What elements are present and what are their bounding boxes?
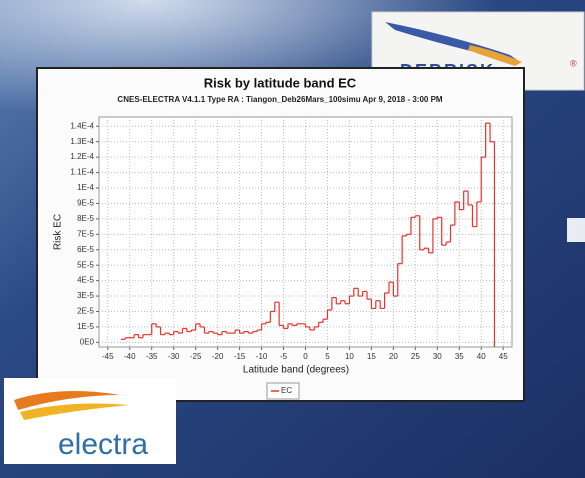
y-tick-label: 7E-5	[77, 229, 94, 238]
x-tick-label: 15	[367, 352, 376, 361]
x-tick-label: 0	[303, 352, 308, 361]
y-tick-label: 3E-5	[77, 291, 94, 300]
chart-subtitle: CNES-ELECTRA V4.1.1 Type RA : Tiangon_De…	[117, 95, 442, 104]
x-tick-label: 40	[477, 352, 486, 361]
x-tick-label: -10	[256, 352, 268, 361]
y-tick-label: 1.4E-4	[70, 121, 94, 130]
electra-logo: electra	[4, 378, 176, 464]
y-tick-label: 5E-5	[77, 260, 94, 269]
logo-text: electra	[58, 428, 148, 461]
y-tick-label: 6E-5	[77, 245, 94, 254]
y-tick-label: 0E0	[80, 337, 95, 346]
x-tick-label: 20	[389, 352, 398, 361]
logo-swoosh	[20, 403, 130, 420]
x-tick-label: -30	[168, 352, 180, 361]
y-tick-label: 1.3E-4	[70, 137, 94, 146]
x-tick-label: 5	[325, 352, 330, 361]
x-tick-label: 35	[455, 352, 464, 361]
y-tick-label: 8E-5	[77, 214, 94, 223]
x-tick-label: 30	[433, 352, 442, 361]
x-axis-label: Latitude band (degrees)	[243, 365, 349, 376]
x-tick-label: -5	[280, 352, 288, 361]
chart-title: Risk by latitude band EC	[204, 75, 357, 90]
logo-mark: ®	[570, 58, 577, 68]
x-tick-label: -35	[146, 352, 158, 361]
logo-flame	[468, 45, 522, 66]
x-tick-label: 10	[345, 352, 354, 361]
y-tick-label: 1E-5	[77, 322, 94, 331]
x-tick-label: 45	[499, 352, 508, 361]
legend-label: EC	[281, 386, 292, 395]
x-tick-label: -25	[190, 352, 202, 361]
legend-box	[266, 382, 300, 400]
y-tick-label: 4E-5	[77, 276, 94, 285]
y-tick-label: 1.1E-4	[70, 168, 94, 177]
y-axis-label: Risk EC	[53, 214, 64, 250]
y-tick-label: 1E-4	[77, 183, 94, 192]
x-tick-label: -20	[212, 352, 224, 361]
y-tick-label: 1.2E-4	[70, 152, 94, 161]
x-tick-label: -15	[234, 352, 246, 361]
y-tick-label: 9E-5	[77, 199, 94, 208]
x-tick-label: 25	[411, 352, 420, 361]
x-tick-label: -40	[124, 352, 136, 361]
y-tick-label: 2E-5	[77, 307, 94, 316]
x-tick-label: -45	[102, 352, 114, 361]
logo-swoosh	[14, 391, 120, 410]
side-box	[567, 218, 585, 242]
